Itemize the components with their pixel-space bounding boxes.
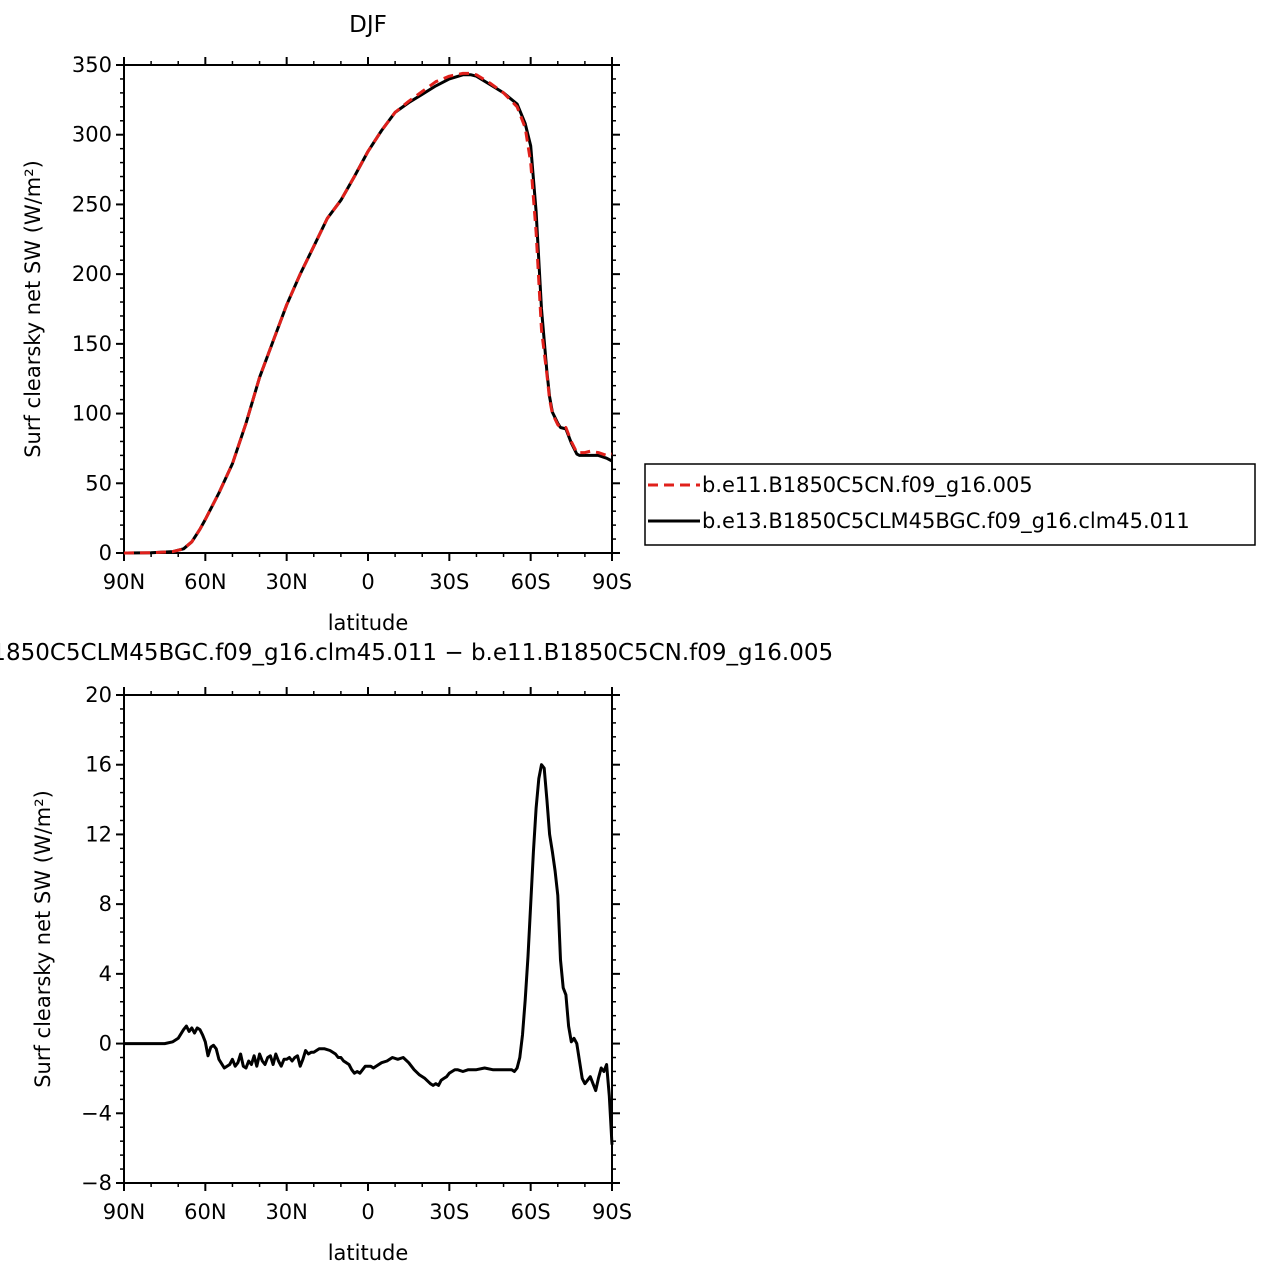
top-y-tick-label: 300 [72,123,112,147]
bottom-panel: b.e13.B1850C5CLM45BGC.f09_g16.clm45.011 … [0,640,833,1265]
top-y-tick-labels: 0 50 100 150 200 250 300 350 [72,53,112,565]
top-y-tick-label: 350 [72,53,112,77]
top-series [123,71,613,555]
bottom-y-tick-label: 4 [99,962,112,986]
top-x-tick-labels: 90N 60N 30N 0 30S 60S 90S [103,570,632,594]
top-y-axis-label: Surf clearsky net SW (W/m²) [21,160,45,458]
bottom-y-tick-label: 16 [85,753,112,777]
bottom-x-tick-label: 30S [429,1200,469,1224]
bottom-x-tick-label: 60S [511,1200,551,1224]
top-y-tick-label: 200 [72,262,112,286]
bottom-y-tick-label: −8 [81,1171,112,1195]
bottom-y-tick-label: 8 [99,892,112,916]
top-x-tick-label: 30N [265,570,307,594]
top-y-tick-label: 0 [99,541,112,565]
bottom-series-line-1 [124,763,614,1145]
bottom-y-tick-label: 12 [85,822,112,846]
bottom-series [124,763,614,1145]
bottom-plot-frame [123,694,613,1184]
top-y-tick-label: 150 [72,332,112,356]
top-series-line-2 [123,73,613,555]
bottom-x-axis-label: latitude [328,1241,409,1265]
legend-box [644,463,1256,546]
bottom-y-tick-label: 0 [99,1032,112,1056]
top-x-axis-label: latitude [328,611,409,635]
bottom-x-tick-labels: 90N 60N 30N 0 30S 60S 90S [103,1200,632,1224]
bottom-x-tick-label: 30N [265,1200,307,1224]
top-x-tick-label: 0 [361,570,374,594]
top-x-tick-label: 60S [511,570,551,594]
bottom-x-tick-label: 60N [184,1200,226,1224]
bottom-y-tick-label: 20 [85,683,112,707]
top-x-tick-label: 90S [592,570,632,594]
top-x-tick-label: 30S [429,570,469,594]
top-panel: DJF 90N 60N 30N 0 30S 60S 90S 0 50 100 150 200 250 3… [21,12,632,635]
top-plot-frame [123,64,613,554]
bottom-ticks [116,687,620,1191]
bottom-y-axis-label: Surf clearsky net SW (W/m²) [31,790,55,1088]
top-y-tick-label: 100 [72,402,112,426]
top-x-tick-label: 60N [184,570,226,594]
bottom-x-tick-label: 90N [103,1200,145,1224]
bottom-y-tick-label: −4 [81,1101,112,1125]
top-y-tick-label: 50 [85,471,112,495]
bottom-panel-title: b.e13.B1850C5CLM45BGC.f09_g16.clm45.011 … [0,640,833,666]
bottom-x-tick-label: 90S [592,1200,632,1224]
bottom-x-tick-label: 0 [361,1200,374,1224]
top-panel-title: DJF [349,12,387,38]
bottom-y-tick-labels: −8 −4 0 4 8 12 16 20 [81,683,112,1195]
top-y-tick-label: 250 [72,192,112,216]
legend-label-series-1: b.e11.B1850C5CN.f09_g16.005 [702,473,1033,498]
top-ticks [116,57,620,561]
legend-label-series-2: b.e13.B1850C5CLM45BGC.f09_g16.clm45.011 [702,509,1190,534]
top-x-tick-label: 90N [103,570,145,594]
legend: b.e11.B1850C5CN.f09_g16.005 b.e13.B1850C… [644,463,1256,546]
top-series-line-1 [123,71,613,555]
